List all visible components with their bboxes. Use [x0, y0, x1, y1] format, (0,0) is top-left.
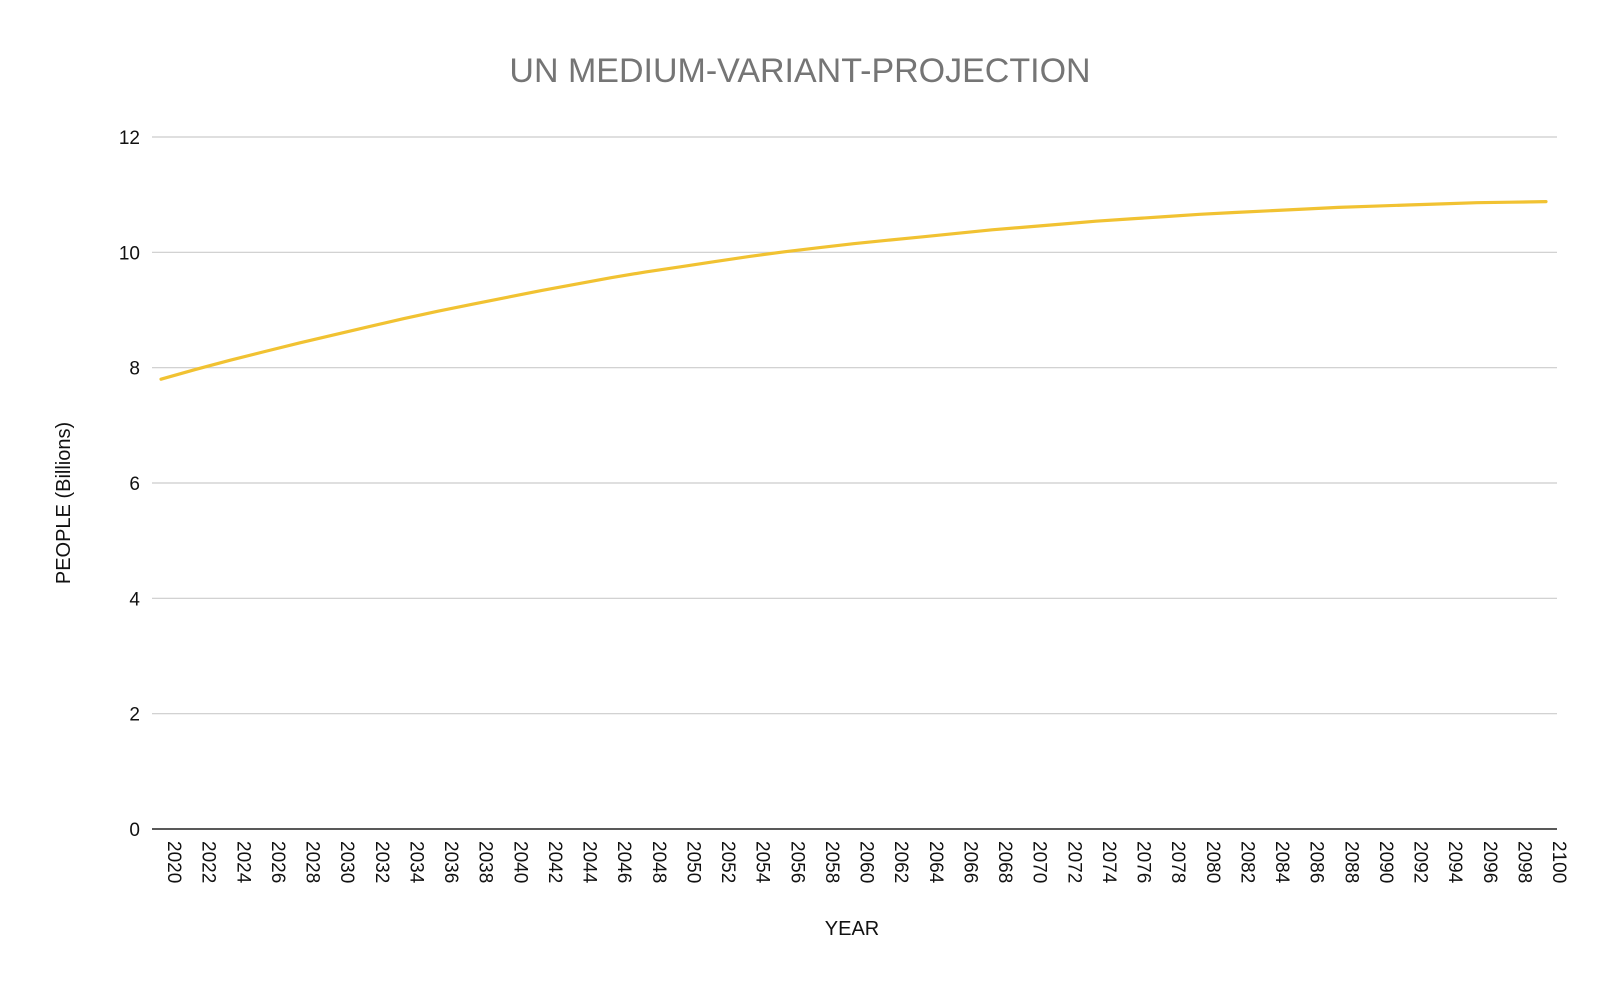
- x-tick-label: 2044: [579, 841, 600, 884]
- x-tick-label: 2072: [1063, 841, 1084, 883]
- x-tick-label: 2040: [509, 841, 530, 883]
- y-tick-label: 10: [119, 243, 140, 264]
- x-axis-title: YEAR: [825, 918, 879, 940]
- x-tick-label: 2056: [786, 841, 807, 883]
- x-tick-label: 2074: [1098, 841, 1119, 884]
- x-tick-label: 2078: [1167, 841, 1188, 883]
- y-tick-label: 2: [129, 705, 140, 726]
- gridlines: [152, 136, 1557, 830]
- series-lines: [159, 200, 1548, 381]
- x-tick-label: 2094: [1444, 841, 1465, 884]
- x-tick-label: 2054: [752, 841, 773, 884]
- x-tick-label: 2042: [544, 841, 565, 883]
- x-tick-label: 2080: [1202, 841, 1223, 883]
- x-tick-label: 2066: [959, 841, 980, 883]
- x-tick-label: 2026: [267, 841, 288, 883]
- x-tick-labels: 2020 2022 2024 2026 2028 2030 2032 2034 2036 2038…: [163, 841, 1569, 884]
- y-axis-title: PEOPLE (Billions): [53, 422, 75, 584]
- y-tick-label: 8: [129, 359, 140, 380]
- x-tick-label: 2076: [1133, 841, 1154, 883]
- x-tick-label: 2028: [302, 841, 323, 883]
- x-tick-label: 2082: [1236, 841, 1257, 883]
- x-tick-label: 2084: [1271, 841, 1292, 884]
- x-tick-label: 2058: [821, 841, 842, 883]
- x-tick-label: 2024: [232, 841, 253, 884]
- x-tick-label: 2020: [163, 841, 184, 883]
- x-tick-label: 2100: [1548, 841, 1569, 883]
- x-tick-label: 2070: [1029, 841, 1050, 883]
- x-tick-label: 2092: [1410, 841, 1431, 883]
- x-tick-label: 2034: [405, 841, 426, 884]
- x-tick-label: 2068: [994, 841, 1015, 883]
- x-tick-label: 2062: [890, 841, 911, 883]
- x-tick-label: 2086: [1306, 841, 1327, 883]
- x-tick-label: 2064: [925, 841, 946, 884]
- y-tick-labels: 0 2 4 6 8 10 12: [119, 128, 141, 841]
- x-tick-label: 2022: [198, 841, 219, 883]
- x-tick-label: 2038: [475, 841, 496, 883]
- y-tick-label: 12: [119, 128, 140, 149]
- y-tick-label: 0: [129, 820, 140, 841]
- chart-title: UN MEDIUM-VARIANT-PROJECTION: [509, 52, 1090, 90]
- y-tick-label: 4: [129, 589, 140, 610]
- x-tick-label: 2090: [1375, 841, 1396, 883]
- x-tick-label: 2050: [682, 841, 703, 883]
- x-tick-label: 2032: [371, 841, 392, 883]
- x-tick-label: 2036: [440, 841, 461, 883]
- x-tick-label: 2052: [717, 841, 738, 883]
- x-tick-label: 2088: [1340, 841, 1361, 883]
- x-tick-label: 2096: [1479, 841, 1500, 883]
- x-tick-label: 2048: [648, 841, 669, 883]
- y-tick-label: 6: [129, 474, 140, 495]
- x-tick-label: 2098: [1513, 841, 1534, 883]
- x-tick-label: 2060: [856, 841, 877, 883]
- x-tick-label: 2030: [336, 841, 357, 883]
- x-tick-label: 2046: [613, 841, 634, 883]
- series-line-0: [159, 200, 1548, 381]
